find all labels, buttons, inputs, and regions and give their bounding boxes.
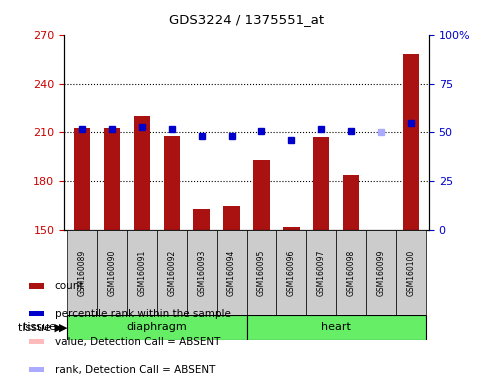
Bar [396, 230, 426, 315]
Text: GSM160090: GSM160090 [107, 250, 116, 296]
Bar [29, 339, 44, 344]
Bar [97, 230, 127, 315]
Text: percentile rank within the sample: percentile rank within the sample [55, 309, 231, 319]
Text: GSM160099: GSM160099 [377, 250, 386, 296]
Bar [29, 283, 44, 288]
Bar [67, 315, 246, 340]
Bar [306, 230, 336, 315]
Text: ▶: ▶ [59, 322, 68, 333]
Bar [216, 230, 246, 315]
Bar [223, 206, 240, 230]
Bar [127, 230, 157, 315]
Bar [193, 209, 210, 230]
Bar [366, 230, 396, 315]
Text: GSM160097: GSM160097 [317, 250, 326, 296]
Text: GSM160091: GSM160091 [138, 250, 146, 296]
Text: GSM160093: GSM160093 [197, 250, 206, 296]
Bar [343, 175, 359, 230]
Bar [313, 137, 329, 230]
Text: tissue ▶: tissue ▶ [18, 322, 63, 333]
Text: GSM160100: GSM160100 [406, 250, 416, 296]
Text: heart: heart [321, 322, 351, 333]
Bar [246, 315, 426, 340]
Bar [336, 230, 366, 315]
Bar [164, 136, 180, 230]
Text: GSM160094: GSM160094 [227, 250, 236, 296]
Bar [403, 54, 419, 230]
Text: GSM160096: GSM160096 [287, 250, 296, 296]
Bar [67, 230, 97, 315]
Text: count: count [55, 281, 84, 291]
Text: value, Detection Call = ABSENT: value, Detection Call = ABSENT [55, 337, 220, 347]
Text: GSM160095: GSM160095 [257, 250, 266, 296]
Bar [283, 227, 300, 230]
Text: tissue: tissue [23, 322, 59, 333]
Bar [187, 230, 216, 315]
Bar [134, 116, 150, 230]
Bar [74, 127, 90, 230]
Text: GSM160089: GSM160089 [77, 250, 87, 296]
Text: GSM160092: GSM160092 [167, 250, 176, 296]
Bar [29, 367, 44, 372]
Text: diaphragm: diaphragm [126, 322, 187, 333]
Text: rank, Detection Call = ABSENT: rank, Detection Call = ABSENT [55, 364, 215, 374]
Text: GDS3224 / 1375551_at: GDS3224 / 1375551_at [169, 13, 324, 26]
Bar [157, 230, 187, 315]
Bar [104, 127, 120, 230]
Bar [277, 230, 306, 315]
Text: GSM160098: GSM160098 [347, 250, 355, 296]
Bar [246, 230, 277, 315]
Bar [29, 311, 44, 316]
Bar [253, 160, 270, 230]
